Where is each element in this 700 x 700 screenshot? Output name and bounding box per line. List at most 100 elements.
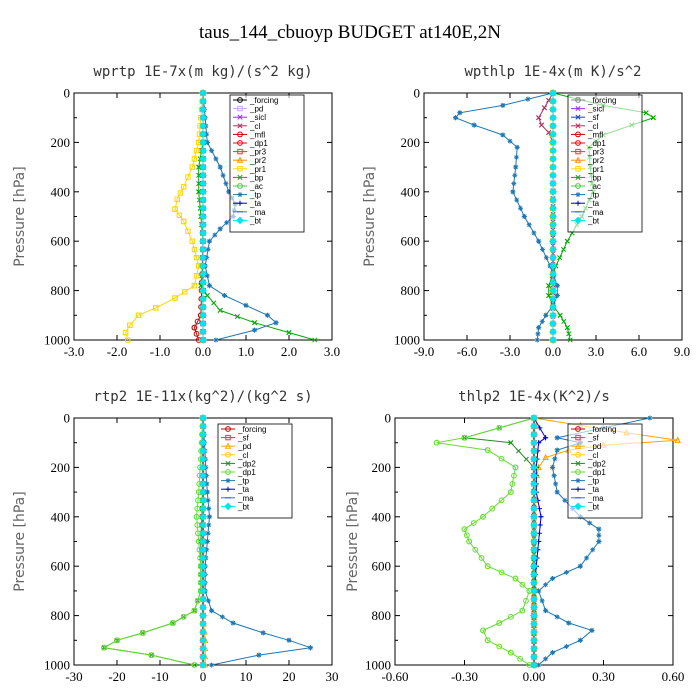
data-point [496,424,503,431]
legend-entry: _ma [249,208,266,217]
series-bt [549,89,557,344]
data-point [549,229,557,237]
y-tick-label: 400 [51,509,71,524]
data-point [196,164,202,170]
y-tick-label: 800 [51,283,71,298]
data-point [575,131,581,138]
legend-entry: _pr1 [249,165,267,174]
data-point [199,504,207,513]
x-tick-label: 6.0 [631,344,647,359]
y-tick-label: 800 [372,608,392,623]
legend-entry: _dp1 [249,139,268,148]
data-point [512,575,519,582]
data-point [122,329,129,336]
data-point [574,216,582,225]
data-point [484,637,491,644]
series-line [102,418,204,666]
data-point [537,522,543,528]
data-point [234,313,240,320]
data-point [643,110,649,116]
data-point [530,628,538,636]
legend-entry: _dp1 [587,468,606,477]
data-point [199,414,207,422]
data-point [153,305,159,311]
panel-rtp2: rtp2 1E-11x(kg^2)/(kg^2 s) Pressure [hPa]… [12,389,339,684]
legend-entry: _ma [587,208,604,217]
data-point [549,122,557,130]
series-line [436,417,535,666]
panel-title: rtp2 1E-11x(kg^2)/(kg^2 s) [93,389,312,405]
data-point [562,497,568,503]
data-point [172,295,178,301]
data-point [549,163,557,171]
legend-entry: _cl [249,122,260,131]
data-point [176,212,183,218]
data-point [199,521,207,529]
data-point [204,292,210,299]
data-point [204,273,210,279]
data-point [237,97,243,103]
data-point [199,529,207,538]
data-point [196,189,202,195]
data-point [549,253,557,262]
x-tick-label: -0.60 [381,669,408,684]
data-point [204,139,210,145]
data-point [549,212,557,221]
data-point [135,312,142,319]
data-point [563,643,569,649]
data-point [193,273,200,279]
data-point [204,481,210,487]
series-bt [530,414,538,669]
data-point [554,447,560,453]
data-point [125,337,131,343]
y-tick-label: 1000 [365,658,391,673]
data-point [480,627,486,634]
x-tick-label: -3.0 [64,344,85,359]
legend-entry: _pd [237,442,251,451]
data-point [260,630,266,636]
data-point [220,172,226,178]
data-point [199,204,207,213]
x-tick-label: 9.0 [674,344,690,359]
data-point [564,325,570,331]
x-tick-label: -3.0 [500,344,521,359]
data-point [590,547,596,553]
data-point [217,307,223,313]
data-point [546,292,552,299]
data-point [530,562,538,571]
data-point [199,295,207,303]
legend-entry: _tp [237,477,250,486]
series-line [102,417,204,666]
data-point [498,455,505,462]
data-point [550,576,556,582]
data-point [577,637,583,643]
legend: _forcing_sf_pd_cl_dp2_dp1_tp_ta_ma_bt [567,423,643,519]
data-point [199,163,207,171]
data-point [596,539,602,544]
data-point [549,220,557,229]
series-line [202,92,278,341]
data-point [530,587,538,595]
legend-entry: _pr1 [587,165,605,174]
data-point [575,469,581,475]
data-point [199,270,207,278]
data-point [508,440,514,446]
data-point [552,456,558,462]
legend-entry: _tp [587,477,600,486]
data-point [530,471,538,480]
series-tp [536,415,653,668]
data-point [225,451,231,458]
data-point [530,504,538,513]
data-point [521,214,527,219]
data-point [230,620,236,626]
data-point [225,434,231,441]
y-tick-label: 400 [372,509,392,524]
x-tick-label: 0 [200,669,207,684]
data-point [543,435,549,441]
data-point [530,620,538,628]
y-tick-label: 600 [51,559,71,574]
data-point [549,336,557,344]
data-point [225,486,231,492]
legend-entry: _ta [237,485,250,494]
data-point [265,312,270,318]
